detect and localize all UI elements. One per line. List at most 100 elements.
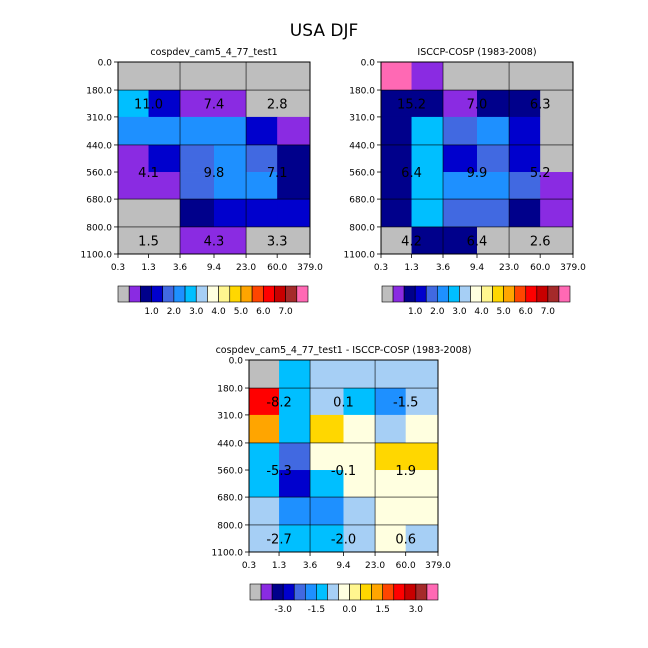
cell-annotation: 11.0	[134, 97, 163, 112]
colorbar-swatch	[547, 285, 560, 303]
x-tick-label: 3.6	[436, 263, 451, 273]
heatmap-cell	[118, 90, 149, 118]
heatmap-cell	[443, 172, 478, 200]
heatmap-cell	[443, 62, 478, 91]
heatmap-cell	[405, 360, 439, 389]
cell-annotation: 1.5	[138, 234, 159, 249]
heatmap-cell	[509, 62, 541, 91]
panel-3: cospdev_cam5_4_77_test1 - ISCCP-COSP (19…	[212, 345, 472, 615]
heatmap-cell	[477, 172, 510, 200]
heatmap-cell	[405, 470, 439, 498]
colorbar-label: 7.0	[278, 307, 293, 317]
heatmap-cell	[443, 144, 478, 173]
x-tick-label: 1.3	[272, 561, 286, 571]
x-tick-label: 0.3	[111, 263, 125, 273]
heatmap-cell	[277, 172, 311, 200]
heatmap-cell	[310, 388, 344, 416]
cell-annotation: -1.5	[393, 395, 418, 410]
x-tick-label: 0.3	[374, 263, 388, 273]
heatmap-cell	[381, 62, 412, 91]
heatmap-cell	[180, 226, 215, 255]
heatmap-cell	[381, 226, 412, 255]
x-tick-label: 379.0	[425, 561, 451, 571]
heatmap-cell	[509, 144, 541, 173]
heatmap-cell	[381, 199, 412, 228]
heatmap-cell	[443, 116, 478, 146]
heatmap-cell	[411, 226, 444, 255]
colorbar-swatch	[249, 583, 262, 601]
colorbar-label: -3.0	[274, 605, 292, 615]
heatmap-cell	[375, 360, 407, 389]
colorbar-swatch	[392, 285, 405, 303]
heatmap-cell	[540, 62, 574, 91]
cell-annotation: 2.8	[267, 97, 288, 112]
cell-annotation: 6.4	[467, 234, 488, 249]
heatmap-cell	[277, 226, 311, 255]
colorbar-swatch	[360, 583, 372, 601]
heatmap-cell	[477, 90, 510, 118]
x-tick-label: 3.6	[173, 263, 188, 273]
heatmap-cell	[375, 470, 407, 498]
heatmap-cell	[310, 360, 344, 389]
heatmap-cell	[375, 388, 407, 416]
colorbar-swatch	[304, 583, 317, 601]
x-tick-label: 23.0	[236, 263, 256, 273]
panel-title: ISCCP-COSP (1983-2008)	[417, 47, 536, 58]
colorbar-swatch	[285, 285, 298, 303]
heatmap-cell	[540, 144, 574, 173]
y-tick-label: 1100.0	[81, 251, 113, 261]
heatmap-cell	[214, 226, 247, 255]
heatmap-cell	[310, 524, 344, 553]
x-tick-label: 9.4	[336, 561, 351, 571]
heatmap-cell	[405, 524, 439, 553]
heatmap-cell	[148, 62, 181, 91]
colorbar-swatch	[240, 285, 253, 303]
heatmap-cell	[405, 388, 439, 416]
heatmap-cell	[148, 116, 181, 146]
y-tick-label: 680.0	[349, 196, 375, 206]
heatmap-cell	[477, 62, 510, 91]
heatmap-cell	[375, 442, 407, 471]
heatmap-cell	[249, 388, 280, 416]
heatmap-cell	[343, 414, 376, 444]
x-tick-label: 23.0	[499, 263, 519, 273]
colorbar-label: 6.0	[519, 307, 534, 317]
heatmap-cell	[214, 90, 247, 118]
heatmap-cell	[405, 442, 439, 471]
colorbar-label: 1.0	[144, 307, 159, 317]
colorbar-label: 5.0	[234, 307, 249, 317]
heatmap-cell	[310, 497, 344, 526]
colorbar-label: 2.0	[430, 307, 445, 317]
heatmap-cell	[343, 470, 376, 498]
colorbar-swatch	[327, 583, 339, 601]
colorbar-swatch	[173, 285, 186, 303]
cell-annotation: 9.8	[204, 166, 225, 181]
x-tick-label: 60.0	[530, 263, 550, 273]
heatmap-cell	[310, 470, 344, 498]
heatmap-cell	[249, 497, 280, 526]
heatmap-cell	[381, 90, 412, 118]
y-tick-label: 680.0	[86, 196, 112, 206]
x-tick-label: 9.4	[207, 263, 222, 273]
colorbar-swatch	[481, 285, 493, 303]
cell-annotation: 9.9	[467, 166, 488, 181]
heatmap-cell	[279, 360, 311, 389]
x-tick-label: 1.3	[141, 263, 155, 273]
colorbar-swatch	[415, 583, 428, 601]
page-title: USA DJF	[290, 21, 358, 41]
y-tick-label: 310.0	[349, 113, 375, 123]
cell-annotation: 7.1	[267, 166, 288, 181]
colorbar-swatch	[218, 285, 231, 303]
y-tick-label: 800.0	[217, 521, 243, 531]
cell-annotation: 4.2	[401, 234, 422, 249]
heatmap-cell	[411, 199, 444, 228]
heatmap-cell	[118, 172, 149, 200]
cell-annotation: 6.4	[401, 166, 422, 181]
colorbar-label: 1.5	[376, 605, 390, 615]
heatmap-cell	[118, 116, 149, 146]
heatmap-cell	[343, 524, 376, 553]
colorbar-swatch	[207, 285, 219, 303]
y-tick-label: 440.0	[86, 141, 112, 151]
colorbar-label: 2.0	[167, 307, 182, 317]
